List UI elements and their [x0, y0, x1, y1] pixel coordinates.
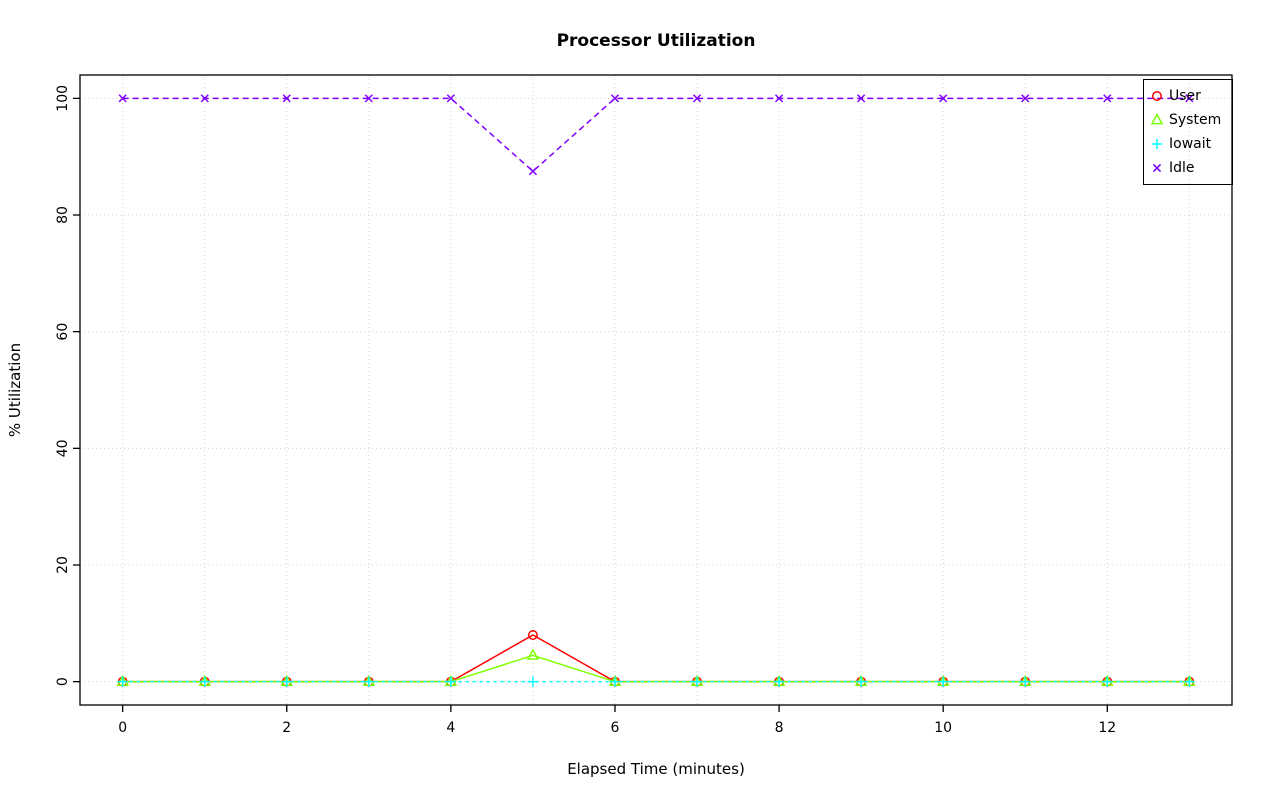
chart-title: Processor Utilization	[556, 31, 756, 51]
legend-entry: Idle	[1148, 156, 1232, 180]
marker-triangle	[526, 648, 540, 660]
x-tick-label: 4	[446, 720, 455, 736]
marker-x	[200, 94, 209, 103]
marker-x	[1103, 94, 1112, 103]
x-tick-label: 6	[611, 720, 620, 736]
y-tick-label: 0	[55, 677, 71, 686]
marker-x	[1185, 94, 1194, 103]
x-tick-label: 0	[118, 720, 127, 736]
plot-border	[79, 74, 1233, 706]
x-tick-label: 10	[934, 720, 952, 736]
marker-circle	[1152, 91, 1162, 101]
legend-marker-triangle	[1150, 113, 1164, 125]
y-tick-label: 80	[55, 206, 71, 224]
series-line-system	[122, 654, 1190, 683]
marker-x	[1152, 163, 1162, 173]
marker-x	[528, 167, 538, 176]
legend-entry: System	[1148, 108, 1232, 132]
legend-label: Iowait	[1169, 136, 1212, 152]
legend-label: System	[1169, 112, 1222, 128]
legend: User System Iowait Idle	[1143, 79, 1233, 185]
marker-x	[857, 94, 866, 103]
legend-entry: Iowait	[1148, 132, 1232, 156]
y-tick-label: 40	[55, 439, 71, 457]
y-axis-label: % Utilization	[6, 342, 24, 438]
legend-marker-circle	[1152, 91, 1162, 101]
marker-x	[610, 94, 620, 103]
marker-triangle	[1150, 113, 1164, 125]
x-tick-label: 12	[1098, 720, 1116, 736]
marker-x	[118, 94, 127, 103]
marker-x	[446, 94, 455, 103]
x-tick-label: 8	[775, 720, 784, 736]
legend-label: User	[1169, 88, 1201, 104]
y-tick-label: 60	[55, 323, 71, 341]
series-line-idle	[122, 97, 1190, 173]
y-tick-label: 100	[55, 85, 71, 112]
marker-x	[939, 94, 948, 103]
x-tick-label: 2	[282, 720, 291, 736]
x-axis-label: Elapsed Time (minutes)	[567, 760, 745, 778]
legend-label: Idle	[1169, 160, 1195, 176]
marker-x	[1021, 94, 1030, 103]
marker-x	[774, 94, 784, 103]
marker-x	[282, 94, 291, 103]
marker-x	[692, 94, 702, 103]
legend-entry: User	[1148, 84, 1232, 108]
legend-marker-plus	[1151, 138, 1163, 150]
marker-circle	[527, 630, 538, 640]
legend-marker-x	[1152, 163, 1162, 173]
series-line-user	[122, 634, 1190, 683]
y-tick-label: 20	[55, 556, 71, 574]
marker-x	[364, 94, 373, 103]
